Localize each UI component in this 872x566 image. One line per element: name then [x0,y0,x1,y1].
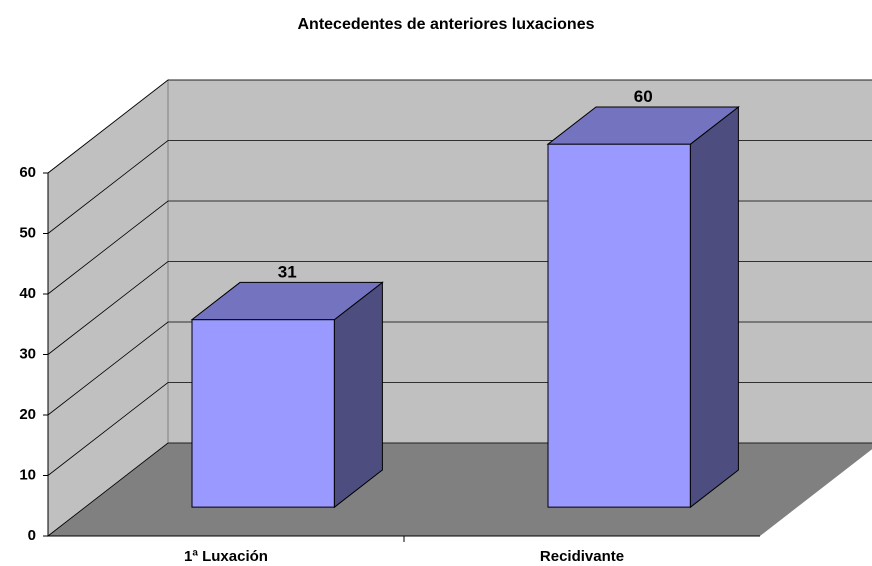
bar-front [547,143,691,508]
y-tick-label: 10 [19,466,36,483]
grid-line [47,79,872,174]
data-label: 31 [278,263,297,282]
bar-top [190,281,384,321]
bar-side [689,105,739,509]
y-tick-label: 50 [19,224,36,241]
data-label: 60 [634,87,653,106]
y-tick-label: 0 [28,527,36,544]
y-tick-label: 30 [19,345,36,362]
chart-title: Antecedentes de anteriores luxaciones [298,16,595,33]
bar-top [546,106,740,145]
x-tick-label: Recidivante [540,548,624,565]
bar-side [333,281,383,509]
y-tick-label: 40 [19,285,36,302]
bar-front [191,319,335,508]
y-tick-label: 60 [19,164,36,181]
y-tick-label: 20 [19,406,36,423]
x-tick-label: 1ª Luxación [184,548,268,565]
floor [48,443,872,536]
